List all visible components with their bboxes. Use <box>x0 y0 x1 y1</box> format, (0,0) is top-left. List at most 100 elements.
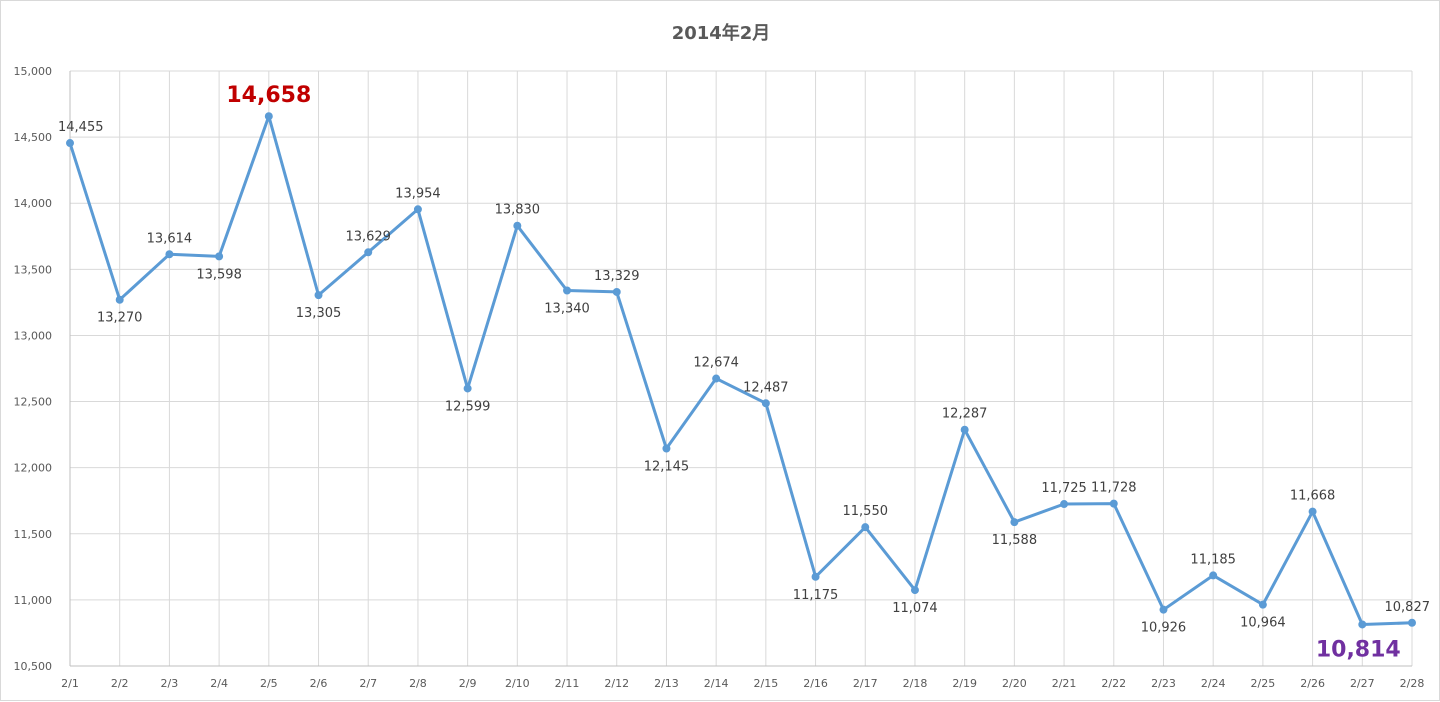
data-point <box>115 295 124 304</box>
x-tick-label: 2/11 <box>555 677 580 690</box>
data-point <box>861 523 870 532</box>
data-label: 11,728 <box>1091 481 1137 496</box>
data-label: 12,487 <box>743 380 789 395</box>
x-tick-label: 2/13 <box>654 677 679 690</box>
x-tick-label: 2/5 <box>260 677 278 690</box>
data-label: 11,185 <box>1190 552 1236 567</box>
data-point <box>66 139 74 148</box>
x-tick-label: 2/14 <box>704 677 729 690</box>
x-tick-label: 2/7 <box>359 677 377 690</box>
data-point <box>215 252 224 261</box>
data-point <box>165 250 174 259</box>
x-tick-label: 2/15 <box>754 677 779 690</box>
data-point <box>960 425 969 434</box>
y-tick-label: 11,500 <box>14 528 53 541</box>
chart-title: 2014年2月 <box>671 23 771 44</box>
data-label: 13,329 <box>594 269 640 284</box>
y-tick-label: 13,000 <box>14 329 53 342</box>
series-line <box>68 114 1413 626</box>
data-point <box>1209 571 1218 580</box>
data-labels: 14,455 13,270 13,614 13,598 14,658 13,305 13,6… <box>58 83 1430 662</box>
data-point <box>1109 499 1118 508</box>
y-tick-label: 12,000 <box>14 462 53 475</box>
data-label: 13,598 <box>196 267 242 282</box>
data-point <box>1258 600 1267 609</box>
data-label: 12,674 <box>693 356 739 371</box>
data-point <box>662 444 671 453</box>
data-label: 10,827 <box>1385 600 1431 615</box>
data-label: 13,340 <box>544 301 590 316</box>
x-tick-label: 2/1 <box>61 677 79 690</box>
data-point <box>364 248 373 257</box>
x-tick-label: 2/12 <box>604 677 629 690</box>
x-tick-label: 2/23 <box>1151 677 1176 690</box>
data-label: 13,270 <box>97 311 143 326</box>
data-label: 11,175 <box>793 588 839 603</box>
x-tick-label: 2/20 <box>1002 677 1027 690</box>
data-point <box>1408 618 1416 627</box>
y-tick-label: 15,000 <box>14 65 53 78</box>
x-tick-label: 2/21 <box>1052 677 1077 690</box>
y-tick-label: 10,500 <box>14 660 53 673</box>
x-tick-label: 2/22 <box>1101 677 1126 690</box>
data-point <box>612 287 621 296</box>
x-tick-label: 2/6 <box>310 677 328 690</box>
data-label: 12,145 <box>644 459 690 474</box>
data-label: 10,926 <box>1141 621 1187 636</box>
y-tick-label: 14,000 <box>14 197 53 210</box>
data-label: 10,964 <box>1240 616 1286 631</box>
x-tick-label: 2/8 <box>409 677 427 690</box>
data-label: 14,455 <box>58 120 104 135</box>
x-tick-label: 2/25 <box>1251 677 1276 690</box>
data-label: 13,629 <box>345 229 391 244</box>
y-tick-label: 11,000 <box>14 594 53 607</box>
data-point <box>712 374 721 383</box>
y-tick-label: 12,500 <box>14 396 53 409</box>
x-tick-label: 2/4 <box>210 677 228 690</box>
data-point <box>811 572 820 581</box>
data-label: 11,550 <box>843 504 889 519</box>
max-value-label: 14,658 <box>226 83 311 108</box>
data-label: 11,668 <box>1290 489 1336 504</box>
y-tick-label: 13,500 <box>14 263 53 276</box>
data-point <box>264 112 273 121</box>
data-point <box>1308 507 1317 516</box>
data-label: 13,954 <box>395 186 441 201</box>
data-label: 11,725 <box>1041 481 1087 496</box>
data-point <box>761 399 770 408</box>
x-tick-label: 2/16 <box>803 677 828 690</box>
x-tick-label: 2/26 <box>1300 677 1325 690</box>
x-tick-label: 2/19 <box>952 677 977 690</box>
data-point <box>1358 620 1367 629</box>
data-label: 13,614 <box>147 231 193 246</box>
min-value-label: 10,814 <box>1316 637 1401 662</box>
data-label: 11,588 <box>992 533 1038 548</box>
x-tick-label: 2/17 <box>853 677 878 690</box>
data-point <box>513 221 522 230</box>
data-point <box>413 205 422 214</box>
axes: 10,500 11,000 11,500 12,000 12,500 13,000 13,5… <box>14 65 1425 690</box>
data-point <box>1159 605 1168 614</box>
x-tick-label: 2/3 <box>161 677 179 690</box>
x-tick-label: 2/9 <box>459 677 477 690</box>
data-label: 11,074 <box>892 601 938 616</box>
data-point <box>910 586 919 595</box>
data-point <box>463 384 472 393</box>
data-point <box>1060 500 1069 509</box>
data-label: 12,287 <box>942 407 988 422</box>
x-tick-label: 2/10 <box>505 677 530 690</box>
x-tick-label: 2/27 <box>1350 677 1375 690</box>
y-tick-label: 14,500 <box>14 131 53 144</box>
x-tick-label: 2/28 <box>1400 677 1425 690</box>
data-series <box>66 112 1416 629</box>
data-label: 13,305 <box>296 306 342 321</box>
data-label: 12,599 <box>445 399 491 414</box>
data-point <box>314 291 323 300</box>
x-tick-label: 2/18 <box>903 677 928 690</box>
data-label: 13,830 <box>495 203 541 218</box>
data-point <box>563 286 572 295</box>
data-point <box>1010 518 1019 527</box>
x-tick-label: 2/24 <box>1201 677 1226 690</box>
